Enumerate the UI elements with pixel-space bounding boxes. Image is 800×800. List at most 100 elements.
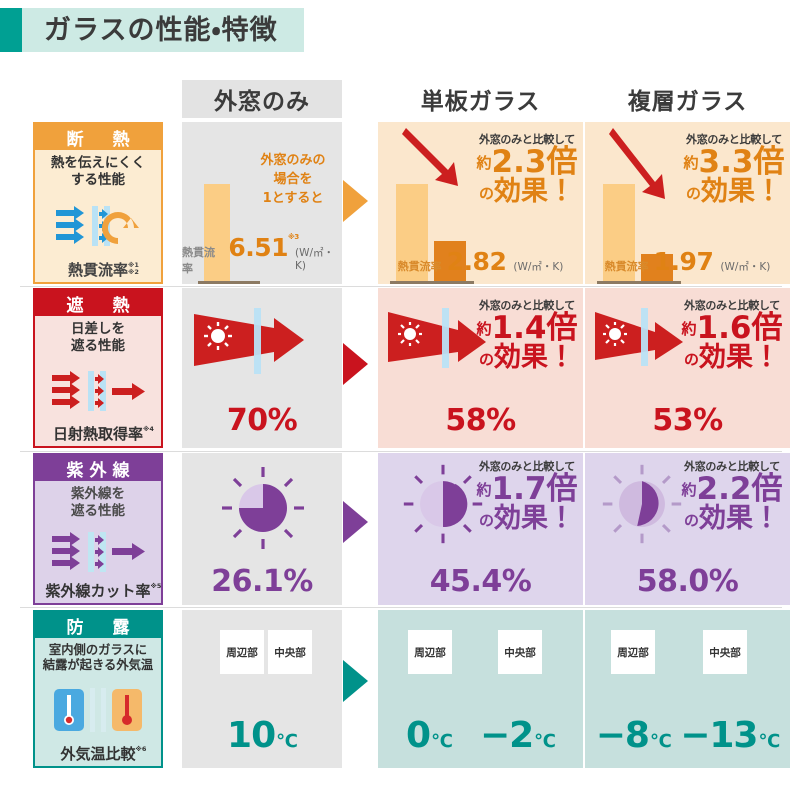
cell-uv-double: 外窓のみと比較して 約2.2倍 の効果！ 58.0% (585, 453, 790, 605)
uv-sun-gauge-icon (222, 467, 304, 549)
row-divider (20, 607, 782, 608)
value-label: 熱貫流率 (182, 246, 215, 275)
heat-flow-icon (50, 203, 146, 249)
value-unit: (W/㎡・K) (720, 261, 771, 273)
value-percent: 26.1% (211, 564, 313, 599)
sunlight-arrow-icon (194, 308, 304, 374)
chip-center: 中央部 (268, 630, 312, 674)
value-number: 6.51 ※3 (228, 233, 299, 262)
page-title-bar: ガラスの性能・特徴 (0, 8, 304, 52)
base-note: 外窓のみの 場合を 1とすると (260, 153, 326, 206)
sunlight-arrow-icon (388, 308, 486, 368)
value-unit: (W/㎡・K) (513, 261, 564, 273)
column-header-single: 単板ガラス (420, 89, 541, 115)
callout-prefix: 外窓のみと比較して (684, 299, 780, 312)
column-header-double: 複層ガラス (627, 89, 748, 115)
column-header-base: 外窓のみ (182, 80, 342, 118)
callout-ratio: 約1.4倍 (476, 310, 578, 346)
row-label-heading: 断 熱 (35, 124, 161, 150)
progress-arrow-icon (343, 180, 368, 222)
bar-baseline (597, 281, 681, 284)
callout-suffix: の効果！ (478, 176, 575, 208)
bar-base (396, 184, 428, 284)
temperature-row: 10℃ (182, 718, 342, 754)
footnote-marker: ※4 (143, 425, 154, 433)
chip-perimeter: 周辺部 (408, 630, 452, 674)
row-label-metric: 熱貫流率 ※1 ※2 (67, 261, 139, 279)
callout-ratio: 約2.3倍 (476, 144, 578, 180)
callout-ratio: 約1.7倍 (476, 471, 578, 507)
bar-compare (641, 254, 673, 284)
row-label-description: 熱を伝えにくく する性能 (50, 155, 146, 188)
sunlight-arrow-icon (595, 308, 683, 366)
callout-prefix: 外窓のみと比較して (479, 299, 575, 312)
page-title: ガラスの性能・特徴 (44, 14, 278, 46)
row-label-heading: 防 露 (35, 612, 161, 638)
row-label-heading: 紫外線 (35, 455, 161, 481)
row-label-heading: 遮 熱 (35, 290, 161, 316)
callout-suffix: の効果！ (683, 342, 780, 374)
cell-shading-double: 外窓のみと比較して 約1.6倍 の効果！ 53% (585, 288, 790, 448)
value-number: 1.97 (653, 247, 714, 276)
progress-arrow-icon (343, 501, 368, 543)
value-row: 熱貫流率 6.51 ※3 (W/㎡・K) (182, 233, 342, 276)
row-label-uv: 紫外線 紫外線を 遮る性能 (33, 453, 163, 605)
callout-prefix: 外窓のみと比較して (479, 133, 575, 146)
cell-shading-base: 70% (182, 288, 342, 448)
title-band: ガラスの性能・特徴 (22, 8, 304, 52)
chip-center: 中央部 (703, 630, 747, 674)
progress-arrow-icon (343, 343, 368, 385)
bar-baseline (198, 281, 260, 284)
callout-ratio: 約3.3倍 (683, 144, 785, 180)
table-row-uv: 紫外線 紫外線を 遮る性能 (0, 453, 800, 605)
uv-block-icon (48, 529, 148, 575)
callout-shading-double: 外窓のみと比較して 約1.6倍 の効果！ (677, 300, 787, 371)
table-row-dew: 防 露 室内側のガラスに 結露が起きる外気温 外気温比較 ※6 (0, 610, 800, 768)
cell-dew-base: 周辺部 中央部 10℃ (182, 610, 342, 768)
row-label-insulation: 断 熱 熱を伝えにくく する性能 (33, 122, 163, 284)
bar-baseline (390, 281, 474, 284)
cell-dew-single: 周辺部 中央部 0℃ −2℃ (378, 610, 583, 768)
callout-uv-single: 外窓のみと比較して 約1.7倍 の効果！ (474, 461, 580, 532)
footnote-marker: ※1 ※2 (128, 261, 139, 276)
sun-through-glass-icon (48, 368, 148, 414)
temperature-value-center: −13℃ (680, 715, 780, 756)
temperature-value-perimeter: −8℃ (595, 715, 672, 756)
value-percent: 53% (652, 403, 723, 438)
row-divider (20, 451, 782, 452)
callout-shading-single: 外窓のみと比較して 約1.4倍 の効果！ (474, 300, 580, 371)
cell-uv-base: 26.1% (182, 453, 342, 605)
value-percent: 45.4% (429, 564, 532, 599)
temperature-value-center: −2℃ (479, 715, 556, 756)
footnote-marker: ※3 (288, 233, 299, 241)
cell-insulation-double: 外窓のみと比較して 約3.3倍 の効果！ 熱貫流率 1.97 (W/㎡・K) (585, 122, 790, 284)
callout-suffix: の効果！ (478, 503, 575, 535)
row-label-metric: 外気温比較 ※6 (60, 745, 147, 763)
value-percent: 70% (226, 403, 298, 438)
uv-sun-gauge-icon (602, 464, 682, 544)
callout-suffix: の効果！ (683, 503, 780, 535)
row-label-description: 紫外線を 遮る性能 (71, 486, 125, 519)
row-label-description: 室内側のガラスに 結露が起きる外気温 (42, 643, 154, 673)
decline-arrow-icon (609, 128, 665, 199)
value-percent: 58.0% (636, 564, 739, 599)
row-label-metric: 日射熱取得率 ※4 (52, 425, 154, 443)
temperature-value: 10℃ (227, 715, 298, 756)
table-row-insulation: 断 熱 熱を伝えにくく する性能 (0, 122, 800, 284)
cell-insulation-base: 外窓のみの 場合を 1とすると 熱貫流率 6.51 ※3 (W/㎡・K) (182, 122, 342, 284)
footnote-marker: ※5 (150, 582, 162, 590)
table-row-shading: 遮 熱 日差しを 遮る性能 (0, 288, 800, 448)
value-percent: 58% (445, 403, 516, 438)
decline-arrow-icon (402, 128, 458, 186)
row-label-description: 日差しを 遮る性能 (71, 321, 125, 354)
chip-perimeter: 周辺部 (611, 630, 655, 674)
row-label-shading: 遮 熱 日差しを 遮る性能 (33, 288, 163, 448)
row-label-dew: 防 露 室内側のガラスに 結露が起きる外気温 外気温比較 ※6 (33, 610, 163, 768)
temperature-row: 0℃ −2℃ (378, 718, 583, 754)
callout-uv-double: 外窓のみと比較して 約2.2倍 の効果！ (677, 461, 787, 532)
uv-sun-gauge-icon (403, 464, 483, 544)
row-label-metric: 紫外線カット率 ※5 (45, 582, 162, 600)
chip-perimeter: 周辺部 (220, 630, 264, 674)
title-accent-block (0, 8, 22, 52)
progress-arrow-icon (343, 660, 368, 702)
